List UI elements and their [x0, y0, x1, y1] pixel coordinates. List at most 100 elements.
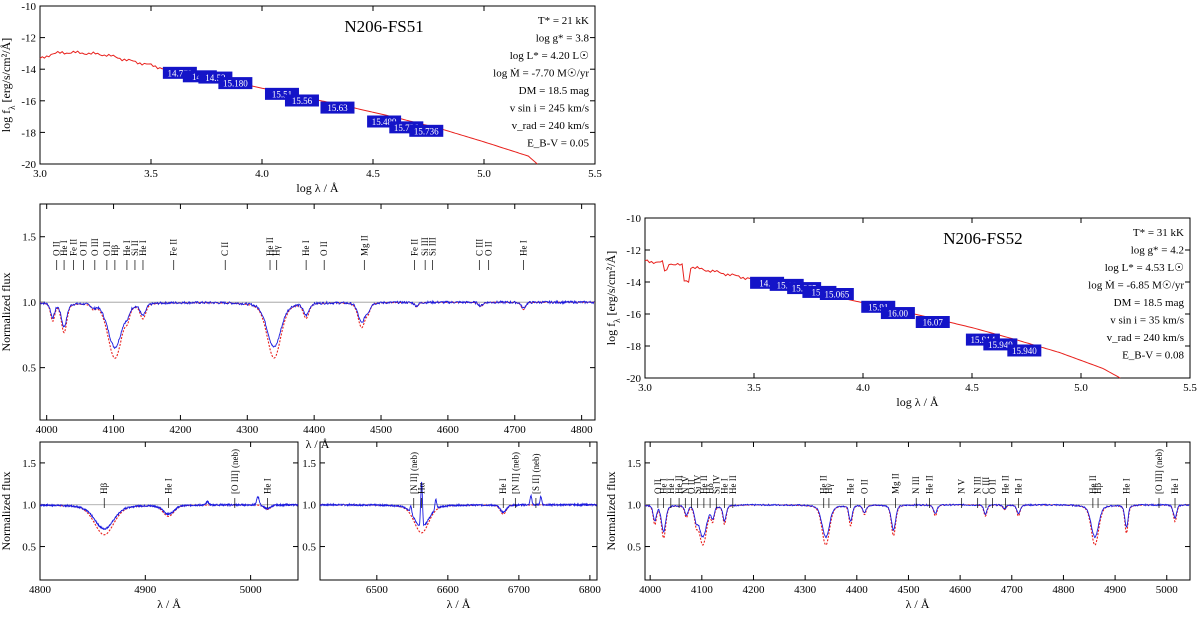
- line-id-label: He I: [1013, 478, 1023, 494]
- photometry-label: 15.180: [223, 79, 248, 89]
- stellar-parameter: log Ṁ = -6.85 M☉/yr: [1088, 280, 1184, 292]
- line-identification: N V: [957, 478, 967, 508]
- x-tick-label: 3.0: [33, 168, 47, 180]
- x-tick-label: 6800: [579, 584, 602, 596]
- line-id-label: He I: [720, 478, 730, 494]
- line-identification: O II: [78, 241, 88, 270]
- line-identification: Si III: [420, 237, 430, 270]
- photometry-box: [1007, 344, 1042, 357]
- x-tick-label: 4600: [949, 584, 972, 596]
- line-id-label: N III: [911, 476, 921, 494]
- observed-spectrum-line: [39, 495, 299, 530]
- x-tick-label: 4900: [134, 584, 157, 596]
- stellar-parameter: DM = 18.5 mag: [1114, 297, 1185, 309]
- stellar-parameter: log g* = 4.2: [1131, 245, 1184, 257]
- y-tick-label: -14: [626, 277, 641, 289]
- stellar-parameter: T* = 31 kK: [1133, 227, 1184, 239]
- x-axis-label: λ / Å: [906, 597, 930, 611]
- line-id-label: He I: [498, 478, 508, 494]
- line-id-label: C III: [474, 239, 484, 256]
- observed-spectrum-line: [319, 481, 598, 527]
- photometry-box: [819, 288, 854, 300]
- spec1-axes: 4000 4100 4200 4300 4400 4500 4600 4700 4800 0.5 1…: [0, 203, 596, 451]
- x-tick-label: 4300: [236, 424, 259, 436]
- y-tick-label: -18: [21, 127, 36, 139]
- line-identification: [N II] (neb): [510, 452, 520, 508]
- line-identification: He I: [138, 240, 148, 270]
- photometry-label: 15.63: [327, 103, 348, 113]
- line-identification: O II: [319, 241, 329, 270]
- photometry-label: 15.949: [988, 340, 1013, 350]
- stellar-parameter: log L* = 4.20 L☉: [510, 50, 589, 62]
- line-identification: He II: [819, 475, 829, 508]
- line-identification: O II: [52, 241, 62, 270]
- y-tick-label: -16: [626, 309, 641, 321]
- line-identification: Hα: [417, 483, 427, 508]
- line-id-label: O II: [319, 241, 329, 256]
- y-tick-label: 0.5: [22, 363, 36, 375]
- line-identification: He II: [699, 475, 709, 508]
- line-identification: Fe II: [68, 239, 78, 270]
- line-id-label: C III: [981, 477, 991, 494]
- line-id-label: He II: [728, 475, 738, 494]
- line-identification: Fe II: [169, 239, 179, 270]
- line-id-label: Hβ: [99, 483, 109, 494]
- spec2-axes: 4800 4900 5000 0.5 1.0 1.5 λ / Å Normalized flu…: [0, 441, 299, 611]
- line-id-label: N IV: [680, 475, 690, 494]
- line-id-label: Mg II: [891, 473, 901, 494]
- y-tick-label: 1.0: [302, 500, 316, 512]
- line-identification: O II: [484, 241, 494, 270]
- line-identification: He I: [846, 478, 856, 508]
- stellar-parameter: v_rad = 240 km/s: [1107, 332, 1184, 344]
- line-id-label: Si III: [420, 237, 430, 256]
- x-tick-label: 3.5: [144, 168, 158, 180]
- y-tick-label: -16: [21, 96, 36, 108]
- line-id-label: N V: [957, 478, 967, 494]
- photometry-label: 15.56: [292, 96, 313, 106]
- y-tick-label: 1.5: [22, 232, 36, 244]
- stellar-parameter: DM = 18.5 mag: [519, 85, 590, 97]
- line-id-label: Fe II: [68, 239, 78, 256]
- line-id-label: Hβ: [1093, 483, 1103, 494]
- y-axis-label-sub: λ: [7, 105, 17, 110]
- line-id-label: He I: [59, 240, 69, 256]
- line-identification: N III: [911, 476, 921, 508]
- x-tick-label: 4300: [794, 584, 817, 596]
- line-id-label: He I: [666, 478, 676, 494]
- photometry-label: 15.00: [777, 280, 798, 290]
- line-identification: He I: [59, 240, 69, 270]
- model-sed-line: [39, 50, 538, 165]
- line-identification: He I: [498, 478, 508, 508]
- line-id-label: He I: [301, 240, 311, 256]
- line-identification: Mg II: [359, 235, 369, 270]
- line-id-label: Si III: [428, 237, 438, 256]
- line-identification: He I: [122, 240, 132, 270]
- x-axis-label: log λ / Å: [896, 395, 938, 409]
- y-tick-label: 0.5: [627, 542, 641, 554]
- model-spectrum-line: [320, 504, 597, 534]
- line-id-label: O II: [653, 479, 663, 494]
- photometry-label: 15.5: [812, 287, 828, 297]
- y-axis-label: log fλ [erg/s/cm²/Å]: [604, 251, 622, 345]
- x-axis-label: log λ / Å: [296, 181, 338, 195]
- line-identification: O II: [653, 479, 663, 508]
- line-identification: He I: [1121, 478, 1131, 508]
- line-id-label: He II: [1001, 475, 1011, 494]
- line-id-label: Mg II: [359, 235, 369, 256]
- line-id-label: Si IV: [693, 474, 703, 494]
- line-identification: Hβ: [110, 245, 120, 270]
- x-tick-label: 6700: [508, 584, 531, 596]
- y-tick-label: 1.0: [22, 500, 36, 512]
- photometry-box: [320, 101, 355, 114]
- y-tick-label: -20: [626, 373, 641, 385]
- line-id-label: Hα: [417, 483, 427, 494]
- y-axis-label-sub: λ: [612, 318, 622, 323]
- x-tick-label: 3.0: [638, 382, 652, 394]
- x-tick-label: 4.0: [856, 382, 870, 394]
- y-tick-label: 1.5: [302, 458, 316, 470]
- photometry-label: 15.736: [394, 123, 419, 133]
- photometry-box: [409, 124, 444, 137]
- stellar-parameter: log Ṁ = -7.70 M☉/yr: [493, 68, 589, 80]
